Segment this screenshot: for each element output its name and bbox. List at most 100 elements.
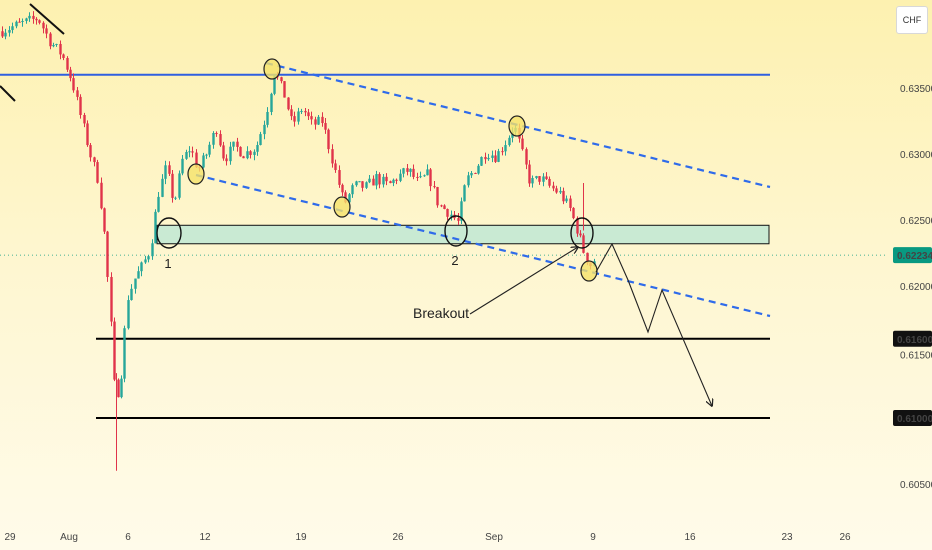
candle-body-138 [470, 173, 473, 176]
candle-body-3 [11, 26, 14, 31]
candle-body-24 [83, 114, 86, 124]
currency-badge[interactable]: CHF [896, 6, 928, 34]
candle-body-124 [423, 175, 426, 177]
candle-body-85 [290, 109, 293, 117]
candle-body-131 [446, 209, 449, 217]
candle-body-156 [531, 178, 534, 184]
candle-body-159 [542, 176, 545, 182]
candle-body-168 [572, 207, 575, 219]
swing-marker-5 [580, 260, 598, 282]
candle-body-10 [35, 18, 38, 21]
candle-body-4 [15, 21, 18, 27]
candle-body-29 [100, 182, 103, 209]
candle-body-83 [283, 81, 286, 98]
candle-body-37 [127, 300, 130, 329]
candle-body-103 [351, 185, 354, 195]
candle-body-74 [253, 151, 256, 155]
candle-body-117 [399, 173, 402, 181]
candle-body-19 [66, 57, 69, 70]
candle-body-31 [106, 231, 109, 277]
swing-marker-3 [333, 196, 351, 218]
candle-body-16 [55, 43, 58, 45]
candle-body-128 [436, 187, 439, 206]
candle-body-0 [1, 31, 4, 37]
candle-body-70 [239, 146, 242, 157]
candle-body-165 [562, 190, 565, 202]
candle-body-46 [157, 196, 160, 212]
candle-body-113 [385, 176, 388, 182]
zone-touch-2 [444, 215, 468, 247]
candle-body-47 [161, 178, 164, 197]
candle-body-118 [402, 168, 405, 174]
candle-body-111 [378, 174, 381, 185]
touch-label-1: 1 [164, 256, 171, 271]
breakout-arrow [469, 247, 578, 315]
candle-body-106 [361, 181, 364, 188]
candle-body-107 [365, 182, 368, 188]
candle-body-44 [151, 243, 154, 257]
candle-body-92 [314, 119, 317, 125]
current-price-label: 0.62234 [897, 251, 932, 262]
candle-body-162 [552, 185, 555, 189]
candle-body-145 [494, 155, 497, 162]
candle-body-32 [110, 276, 113, 322]
x-tick-7: 9 [590, 532, 596, 543]
support-tag-1 [893, 330, 932, 347]
candle-body-20 [69, 69, 72, 79]
candle-body-76 [259, 134, 262, 146]
candle-body-171 [582, 235, 585, 253]
support-tag-label-1: 0.61600 [897, 335, 932, 346]
candle-body-90 [307, 112, 310, 117]
candle-body-164 [559, 190, 562, 193]
candle-body-137 [467, 175, 470, 186]
candle-body-100 [341, 184, 344, 193]
x-tick-4: 19 [295, 532, 307, 543]
x-tick-2: 6 [125, 532, 131, 543]
candle-body-65 [222, 145, 225, 159]
candle-body-36 [123, 328, 126, 379]
support-tag-2 [893, 410, 932, 426]
candle-body-144 [491, 155, 494, 158]
candle-body-73 [249, 151, 252, 155]
candle-body-126 [429, 169, 432, 187]
x-tick-8: 16 [684, 532, 696, 543]
candle-body-119 [406, 168, 409, 172]
candle-body-130 [443, 205, 446, 210]
candle-body-155 [528, 164, 531, 184]
candle-body-28 [96, 162, 99, 183]
candle-body-60 [205, 154, 208, 156]
candle-body-158 [538, 176, 541, 182]
touch-label-2: 2 [451, 253, 458, 268]
candle-body-63 [215, 132, 218, 135]
x-tick-1: Aug [60, 532, 78, 543]
candle-body-170 [579, 233, 582, 236]
old-trendline-upper [29, 3, 65, 35]
x-tick-3: 12 [199, 532, 211, 543]
candle-body-105 [358, 181, 361, 183]
candle-body-68 [232, 141, 235, 147]
old-trendline-lower [0, 85, 16, 102]
candle-body-169 [576, 218, 579, 234]
candle-body-154 [525, 149, 528, 165]
candle-body-13 [45, 28, 48, 34]
candle-body-115 [392, 179, 395, 184]
candle-body-33 [113, 321, 116, 380]
candle-body-129 [440, 205, 443, 207]
candle-body-125 [426, 169, 429, 176]
candle-body-96 [327, 129, 330, 150]
candle-body-2 [8, 30, 11, 33]
candle-body-163 [555, 188, 558, 193]
x-tick-6: Sep [485, 532, 503, 543]
channel-lower-line [195, 173, 771, 318]
projection-arrows: Breakout [413, 242, 712, 406]
candle-body-11 [38, 20, 41, 23]
candle-body-147 [501, 151, 504, 153]
candle-body-136 [463, 185, 466, 202]
candle-body-27 [93, 157, 96, 163]
zone-box [156, 224, 770, 245]
candle-body-12 [42, 22, 45, 29]
